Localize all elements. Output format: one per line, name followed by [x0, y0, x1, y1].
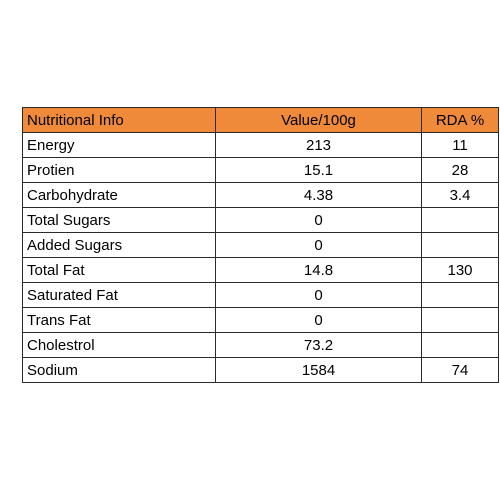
nutrient-value: 0	[215, 232, 422, 258]
nutrient-name: Total Sugars	[22, 207, 216, 233]
nutrient-rda	[421, 207, 499, 233]
nutrient-value: 15.1	[215, 157, 422, 183]
nutrient-rda: 28	[421, 157, 499, 183]
nutrient-value: 0	[215, 307, 422, 333]
nutrient-rda	[421, 282, 499, 308]
nutrient-rda: 11	[421, 132, 499, 158]
table-row: Cholestrol 73.2	[22, 332, 499, 358]
nutrient-name: Cholestrol	[22, 332, 216, 358]
column-header-nutritional-info: Nutritional Info	[22, 107, 216, 133]
table-row: Total Fat 14.8 130	[22, 257, 499, 283]
nutrient-value: 0	[215, 282, 422, 308]
nutrient-value: 213	[215, 132, 422, 158]
nutrient-name: Trans Fat	[22, 307, 216, 333]
table-row: Saturated Fat 0	[22, 282, 499, 308]
table-header-row: Nutritional Info Value/100g RDA %	[22, 107, 499, 133]
nutrient-value: 14.8	[215, 257, 422, 283]
nutrient-name: Sodium	[22, 357, 216, 383]
nutrient-rda: 130	[421, 257, 499, 283]
nutrient-value: 73.2	[215, 332, 422, 358]
nutrient-name: Carbohydrate	[22, 182, 216, 208]
table-row: Added Sugars 0	[22, 232, 499, 258]
table-row: Energy 213 11	[22, 132, 499, 158]
nutrient-rda: 3.4	[421, 182, 499, 208]
nutrient-value: 4.38	[215, 182, 422, 208]
nutrient-rda	[421, 332, 499, 358]
nutrient-name: Protien	[22, 157, 216, 183]
nutrient-value: 0	[215, 207, 422, 233]
table-row: Sodium 1584 74	[22, 357, 499, 383]
nutrient-name: Saturated Fat	[22, 282, 216, 308]
table-row: Protien 15.1 28	[22, 157, 499, 183]
nutrient-rda	[421, 232, 499, 258]
table-row: Trans Fat 0	[22, 307, 499, 333]
column-header-value-per-100g: Value/100g	[215, 107, 422, 133]
nutrient-value: 1584	[215, 357, 422, 383]
table-row: Carbohydrate 4.38 3.4	[22, 182, 499, 208]
nutrient-rda: 74	[421, 357, 499, 383]
nutrient-name: Added Sugars	[22, 232, 216, 258]
nutrient-name: Total Fat	[22, 257, 216, 283]
table-row: Total Sugars 0	[22, 207, 499, 233]
nutrient-rda	[421, 307, 499, 333]
nutrition-table: Nutritional Info Value/100g RDA % Energy…	[22, 107, 499, 383]
nutrient-name: Energy	[22, 132, 216, 158]
column-header-rda-percent: RDA %	[421, 107, 499, 133]
